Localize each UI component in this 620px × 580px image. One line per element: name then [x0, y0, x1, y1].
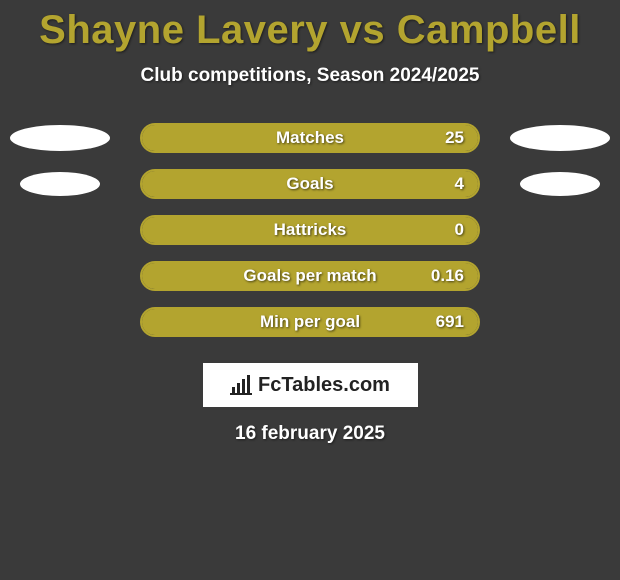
stat-row: Goals per match 0.16: [0, 253, 620, 299]
stat-bar-goals-per-match: Goals per match 0.16: [140, 261, 480, 291]
stat-bar-min-per-goal: Min per goal 691: [140, 307, 480, 337]
stat-bar-goals: Goals 4: [140, 169, 480, 199]
right-ellipse: [520, 172, 600, 196]
stat-bar-matches: Matches 25: [140, 123, 480, 153]
bar-label: Matches: [276, 128, 344, 148]
date-text: 16 february 2025: [0, 423, 620, 445]
logo-text: FcTables.com: [258, 374, 390, 397]
bar-label: Min per goal: [260, 312, 360, 332]
bar-value: 4: [455, 174, 464, 194]
right-ellipse: [510, 125, 610, 151]
stat-row: Matches 25: [0, 115, 620, 161]
bar-label: Goals per match: [243, 266, 376, 286]
stat-bar-hattricks: Hattricks 0: [140, 215, 480, 245]
bar-value: 0: [455, 220, 464, 240]
stat-row: Min per goal 691: [0, 299, 620, 345]
left-ellipse: [20, 172, 100, 196]
bar-value: 691: [436, 312, 464, 332]
bar-chart-icon: [230, 375, 252, 395]
stats-chart: Matches 25 Goals 4 Hattricks 0 Goals per…: [0, 115, 620, 345]
fctables-logo: FcTables.com: [203, 363, 418, 407]
bar-label: Hattricks: [274, 220, 347, 240]
left-ellipse: [10, 125, 110, 151]
bar-value: 25: [445, 128, 464, 148]
bar-label: Goals: [286, 174, 333, 194]
subtitle: Club competitions, Season 2024/2025: [0, 65, 620, 87]
page-title: Shayne Lavery vs Campbell: [0, 0, 620, 53]
stat-row: Goals 4: [0, 161, 620, 207]
bar-value: 0.16: [431, 266, 464, 286]
stat-row: Hattricks 0: [0, 207, 620, 253]
